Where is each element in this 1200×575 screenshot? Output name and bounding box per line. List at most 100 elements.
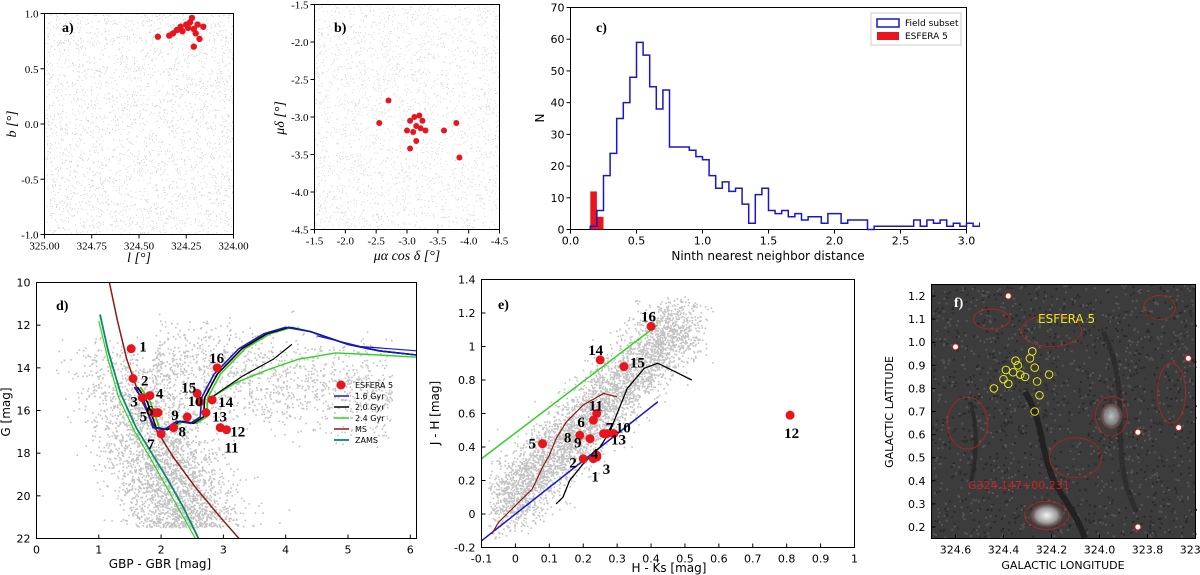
cluster-star — [182, 412, 192, 422]
x-tick-label: 1.0 — [694, 235, 712, 248]
x-tick-label: -2.5 — [367, 236, 385, 248]
legend-label-2.0gyr: 2.0 Gyr — [355, 403, 385, 412]
star-label: 3 — [603, 462, 611, 478]
star-label: 10 — [616, 421, 631, 437]
y-tick-label: 0.2 — [458, 475, 476, 488]
panel-label: a) — [62, 21, 74, 36]
panel-label: f) — [954, 296, 964, 311]
y-axis-label: G [mag] — [0, 387, 13, 436]
x-tick-label: 0.6 — [710, 553, 728, 566]
legend-swatch-field — [876, 18, 900, 28]
cluster-star — [417, 125, 424, 132]
x-tick-label: -4.0 — [460, 236, 478, 248]
cluster-star — [410, 129, 417, 135]
y-tick-label: 10 — [17, 277, 31, 290]
y-tick-label: 0.5 — [908, 452, 926, 465]
zams-curve-2 — [98, 320, 196, 539]
star-label: 10 — [188, 394, 203, 410]
y-tick-label: 0.4 — [458, 441, 476, 454]
x-tick-label: 0.5 — [628, 235, 646, 248]
cluster-star — [153, 408, 163, 418]
y-tick-label: -1.0 — [21, 230, 39, 242]
y-tick-label: 22 — [17, 533, 31, 546]
y-tick-label: 0.8 — [908, 382, 926, 395]
x-tick-label: 1 — [851, 553, 858, 566]
cluster-star — [385, 97, 392, 104]
cluster-star — [212, 363, 222, 373]
star-label: 11 — [225, 441, 239, 457]
isochrone-track — [555, 362, 692, 505]
cluster-star-marker — [999, 374, 1008, 384]
cluster-star — [456, 154, 463, 161]
ms-track — [491, 392, 618, 535]
y-tick-label: -1.5 — [291, 0, 309, 12]
star-label: 7 — [147, 437, 155, 453]
y-tick-label: 0.6 — [458, 408, 476, 421]
plot-frame — [44, 13, 234, 235]
y-axis-label: μδ [°] — [273, 101, 288, 136]
legend-label-zams: ZAMS — [355, 436, 378, 445]
star-label: 2 — [569, 456, 577, 472]
cluster-star-marker — [1011, 356, 1020, 365]
panel-label: c) — [596, 21, 607, 36]
panel-label: e) — [498, 298, 509, 313]
cluster-star-marker — [1028, 347, 1037, 356]
legend-label-1.6gyr: 1.6 Gyr — [355, 392, 385, 401]
legend-label-field: Field subset — [905, 19, 959, 29]
cluster-star — [126, 344, 136, 354]
x-tick-label: -2.0 — [337, 236, 355, 248]
legend: ESFERA 5 1.6 Gyr 2.0 Gyr 2.4 Gyr MS ZAMS — [334, 380, 393, 445]
x-tick-label: 1.5 — [760, 235, 778, 248]
x-tick-label: 324.6 — [940, 544, 972, 557]
cluster-star — [404, 127, 410, 134]
y-tick-label: 10 — [551, 192, 565, 205]
cluster-star — [453, 120, 460, 126]
cluster-star — [188, 14, 196, 22]
y-tick-label: 0.2 — [908, 521, 926, 534]
y-tick-label: 60 — [551, 33, 565, 46]
x-tick-label: 324.75 — [77, 241, 108, 253]
y-tick-label: 0.6 — [908, 429, 926, 442]
cluster-star — [137, 393, 147, 403]
cluster-star — [200, 23, 207, 30]
star-label: 15 — [630, 356, 645, 372]
isochrone-1.6gyr-branch — [316, 335, 417, 352]
x-tick-label: -3.0 — [398, 236, 416, 248]
y-tick-label: 0.8 — [458, 374, 476, 387]
cluster-star — [195, 397, 205, 407]
panel-label: d) — [56, 299, 69, 314]
star-label: 16 — [641, 309, 657, 325]
x-tick-label: 0.5 — [676, 553, 694, 566]
field-subset-histogram — [589, 41, 980, 231]
x-axis-label: μα cos δ [°] — [373, 249, 441, 264]
cluster-star — [376, 120, 383, 126]
y-tick-label: 1.2 — [458, 307, 476, 320]
cluster-star — [619, 362, 629, 372]
legend-label-2.4gyr: 2.4 Gyr — [355, 414, 385, 423]
star-label: 7 — [606, 421, 614, 437]
x-axis-label: l [°] — [127, 251, 151, 266]
star-label: 14 — [588, 343, 604, 359]
y-tick-label: 0 — [469, 508, 476, 521]
cluster-star — [538, 439, 548, 449]
cluster-star-marker — [1004, 379, 1013, 389]
y-tick-label: -2.5 — [291, 75, 309, 87]
y-tick-label: 0.3 — [908, 498, 926, 511]
isochrone-2.4gyr-branch — [207, 352, 417, 401]
cluster-star — [578, 454, 588, 464]
star-label: 15 — [181, 380, 196, 396]
cluster-star — [196, 35, 203, 43]
y-tick-label: -0.5 — [21, 174, 39, 186]
legend-label-esfera: ESFERA 5 — [905, 32, 948, 42]
legend-swatch-esfera — [336, 380, 346, 390]
y-tick-label: 16 — [17, 405, 31, 418]
cluster-star — [207, 395, 217, 405]
x-tick-label: 0 — [512, 553, 519, 566]
x-tick-label: 0 — [33, 544, 40, 557]
field-stars — [315, 4, 500, 230]
star-label: 8 — [564, 430, 572, 446]
y-tick-label: -3.0 — [291, 112, 309, 124]
y-tick-label: 12 — [17, 319, 31, 332]
